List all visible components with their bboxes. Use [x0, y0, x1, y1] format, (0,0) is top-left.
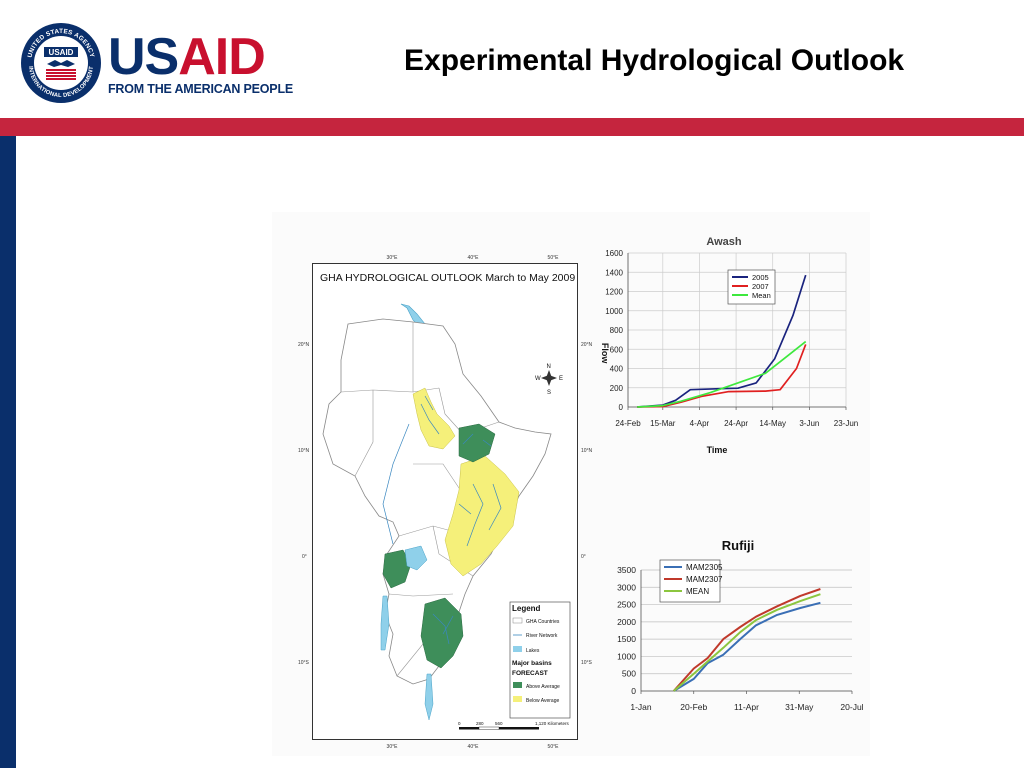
lake-victoria: [404, 545, 428, 571]
compass-rose: N S W E: [535, 364, 563, 396]
lake-tanganyika: [380, 595, 390, 651]
compass-s: S: [547, 390, 551, 396]
map-title: GHA HYDROLOGICAL OUTLOOK March to May 20…: [320, 272, 575, 284]
usaid-wordmark: USAID FROM THE AMERICAN PEOPLE: [108, 31, 294, 96]
slide-header: UNITED STATES AGENCY INTERNATIONAL DEVEL…: [0, 0, 1024, 118]
basin-above-average-victoria: [382, 549, 412, 589]
legend-item-above-average: Above Average: [526, 684, 560, 690]
scale-tick-0: 0: [458, 721, 461, 726]
brand-tagline: FROM THE AMERICAN PEOPLE: [108, 82, 294, 96]
hydrological-outlook-map: GHA HYDROLOGICAL OUTLOOK March to May 20…: [312, 263, 578, 740]
brand-us: US: [108, 28, 179, 86]
basin-above-average-nile: [458, 423, 496, 463]
left-blue-bar: [0, 136, 16, 768]
legend-item-river-network: River Network: [526, 633, 558, 639]
basin-below-average-lower: [444, 455, 520, 577]
legend-title: Legend: [512, 604, 541, 613]
slide-title: Experimental Hydrological Outlook: [404, 44, 905, 77]
scale-bar: 0 280 560 1,120 Kilometers: [458, 721, 570, 730]
usaid-seal-logo: UNITED STATES AGENCY INTERNATIONAL DEVEL…: [21, 23, 101, 103]
basin-below-average-upper: [412, 387, 456, 450]
map-drawing: GHA HYDROLOGICAL OUTLOOK March to May 20…: [320, 272, 575, 730]
scale-tick-1120: 1,120 Kilometers: [535, 721, 570, 726]
compass-e: E: [559, 376, 563, 382]
scale-tick-280: 280: [476, 721, 484, 726]
brand-aid: AID: [178, 28, 266, 86]
svg-text:USAID: USAID: [49, 48, 74, 57]
legend-item-gha-countries: GHA Countries: [526, 619, 560, 625]
legend-item-lakes: Lakes: [526, 648, 540, 654]
river-network: [382, 395, 502, 645]
legend-forecast: FORECAST: [512, 670, 548, 677]
legend-major-basins: Major basins: [512, 660, 552, 667]
header-red-bar: [0, 118, 1024, 136]
scale-tick-560: 560: [495, 721, 503, 726]
legend-item-below-average: Below Average: [526, 698, 559, 704]
compass-w: W: [535, 376, 541, 382]
basin-above-average-rufiji: [420, 597, 464, 669]
compass-n: N: [547, 364, 551, 370]
map-legend: Legend GHA Countries River Network Lakes…: [509, 601, 571, 719]
lake-malawi: [424, 673, 434, 721]
